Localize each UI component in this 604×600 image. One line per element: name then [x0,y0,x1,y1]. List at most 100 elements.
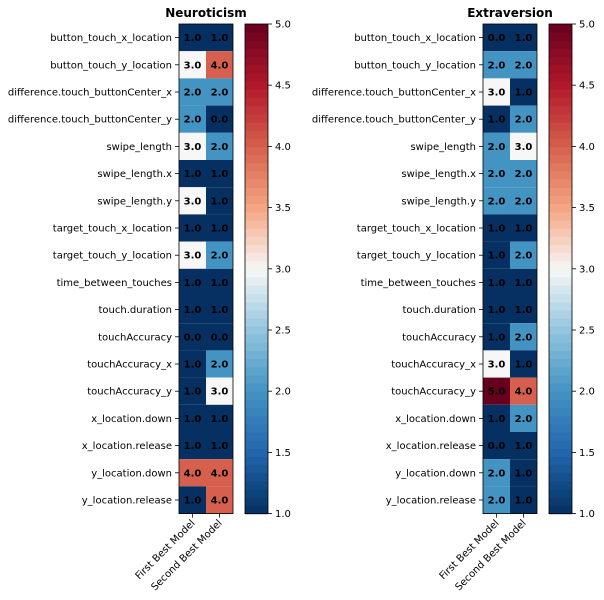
extraversion-panel: Extraversion 0.0 1.0 2.0 2.0 3.0 1.0 1.0 2.0 2.0 3… [312,6,595,593]
row-label: target_touch_y_location [53,251,172,262]
heatmap-cell [179,350,206,378]
row-label: y_location.down [395,468,476,479]
cell-value-label: 3.0 [488,360,506,371]
cell-value-label: 1.0 [515,278,533,289]
colorbar-segment [549,203,572,213]
heatmap-cell [179,459,206,487]
colorbar-segment [549,228,572,237]
heatmap-cell [510,459,537,487]
colorbar-segment [245,138,268,147]
cell-value-label: 2.0 [211,88,229,99]
heatmap-cell [510,24,537,52]
heatmap-cell [510,241,537,269]
colorbar-tick-label: 4.0 [275,142,291,153]
colorbar-segment [245,211,268,221]
heatmap-cell [483,459,510,487]
colorbar-segment [549,464,572,474]
heatmap-frame [482,23,538,515]
heatmap-cell [483,214,510,242]
row-label: touchAccuracy_x [391,360,476,371]
cell-value-label: 1.0 [184,33,202,44]
heatmap-cell [179,51,206,79]
colorbar-segment [549,423,572,433]
heatmap-cell [179,132,206,160]
colorbar-tick-label: 1.5 [275,448,291,459]
heatmap-cell [510,377,537,405]
heatmap-cell [206,486,233,514]
cell-value-label: 2.0 [515,115,533,126]
colorbar-segment [245,358,268,368]
row-label: time_between_touches [361,278,476,289]
colorbar-segment [549,383,572,392]
colorbar-segment [549,480,572,490]
colorbar-segment [245,293,268,303]
colorbar-segment [549,285,572,294]
colorbar-segment [549,97,572,107]
colorbar-segment [245,89,268,99]
cell-value-label: 3.0 [184,251,202,262]
heatmap-cell [179,404,206,432]
colorbar-segment [245,374,268,384]
row-label: difference.touch_buttonCenter_x [312,88,476,99]
row-label: swipe_length.x [97,169,172,180]
row-label: target_touch_x_location [357,224,476,235]
colorbar-segment [245,203,268,213]
colorbar-segment [549,40,572,50]
cell-value-label: 1.0 [184,305,202,316]
colorbar-segment [549,187,572,196]
heatmap-cell [483,78,510,106]
colorbar-tick-label: 3.5 [579,203,595,214]
cell-value-label: 2.0 [211,251,229,262]
colorbar-tick-label: 4.0 [579,142,595,153]
chart-title: Neuroticism [165,6,247,20]
colorbar-segment [245,252,268,262]
heatmap-cell [179,160,206,188]
cell-value-label: 0.0 [488,441,506,452]
colorbar-segment [245,325,268,335]
heatmap-cell [510,51,537,79]
cell-value-label: 3.0 [184,196,202,207]
colorbar-segment [549,472,572,482]
colorbar-segment [245,97,268,107]
colorbar-segment [549,374,572,384]
colorbar-segment [245,285,268,294]
cell-value-label: 3.0 [184,60,202,71]
colorbar-segment [245,113,268,123]
heatmap-cell [206,268,233,296]
row-label: touchAccuracy [402,332,476,343]
heatmap-cell [179,377,206,405]
colorbar-tick-label: 1.5 [579,448,595,459]
colorbar-segment [549,440,572,449]
cell-value-label: 2.0 [515,414,533,425]
row-label: difference.touch_buttonCenter_y [312,115,476,126]
colorbar-segment [549,268,572,278]
colorbar-segment [245,244,268,254]
colorbar-segment [549,24,572,33]
colorbar-segment [549,350,572,360]
heatmap-cell [483,51,510,79]
heatmap-frame [178,23,234,515]
cell-value-label: 1.0 [515,496,533,507]
colorbar-segment [549,489,572,498]
cell-value-label: 2.0 [211,360,229,371]
heatmap-cell [483,404,510,432]
cell-value-label: 3.0 [488,88,506,99]
colorbar-segment [549,146,572,156]
colorbar-segment [245,415,268,425]
colorbar-segment [549,179,572,188]
row-label: difference.touch_buttonCenter_y [8,115,172,126]
cell-value-label: 1.0 [515,224,533,235]
heatmap-cell [510,214,537,242]
heatmap-cell [510,105,537,133]
cell-value-label: 1.0 [488,332,506,343]
colorbar-segment [245,309,268,319]
cell-value-label: 3.0 [184,142,202,153]
colorbar-segment [549,219,572,229]
colorbar-segment [549,211,572,221]
row-label: y_location.release [82,496,172,507]
cell-value-label: 1.0 [488,414,506,425]
cell-value-label: 2.0 [211,142,229,153]
cell-value-label: 1.0 [515,305,533,316]
cell-value-label: 1.0 [211,305,229,316]
colorbar-segment [245,301,268,311]
